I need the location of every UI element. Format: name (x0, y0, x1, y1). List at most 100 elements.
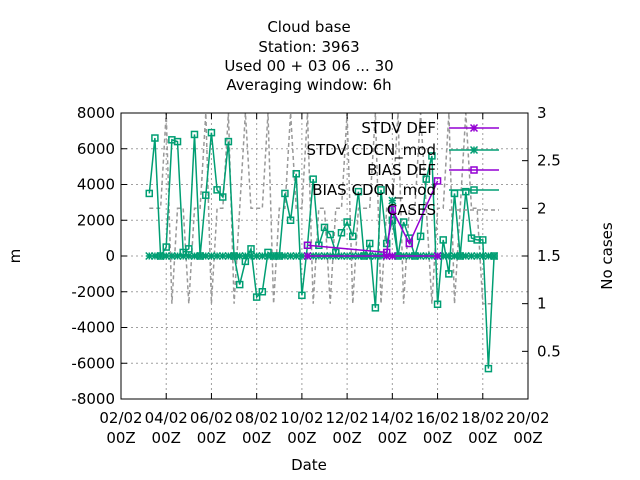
data-point-bias-cdcn-mod (479, 236, 487, 244)
legend-marker (470, 186, 478, 194)
data-point-bias-cdcn-mod (484, 364, 493, 373)
data-point-bias-cdcn-mod (213, 186, 221, 194)
data-point-bias-cdcn-mod (445, 270, 453, 278)
data-point-bias-cdcn-mod (337, 229, 346, 237)
data-point-bias-cdcn-mod (196, 252, 204, 260)
data-point-bias-cdcn-mod (235, 280, 244, 289)
x-tick-label: 20/02 (506, 409, 549, 427)
data-point-bias-cdcn-mod (382, 239, 391, 248)
x-tick-label-hour: 00Z (152, 429, 181, 447)
y2-tick-label: 2 (537, 199, 547, 217)
legend-entry-stdv-def: STDV DEF (361, 119, 499, 137)
data-point-bias-cdcn-mod (247, 245, 255, 253)
data-point-bias-def (303, 241, 312, 250)
legend-label: BIAS DEF (367, 161, 436, 179)
data-point-bias-cdcn-mod (207, 128, 216, 137)
legend-marker (469, 145, 479, 155)
y2-tick-label: 0.5 (537, 342, 561, 360)
data-point-bias-cdcn-mod (365, 239, 374, 248)
data-point-bias-cdcn-mod (275, 252, 284, 260)
x-tick-label: 02/02 (99, 409, 142, 427)
data-point-bias-cdcn-mod (190, 130, 199, 139)
data-point-bias-cdcn-mod (320, 223, 329, 232)
x-tick-label-hour: 00Z (106, 429, 135, 447)
x-tick-label-hour: 00Z (242, 429, 271, 447)
data-point-bias-cdcn-mod (241, 257, 250, 266)
legend-marker (469, 123, 479, 133)
data-point-bias-cdcn-mod (462, 187, 470, 196)
x-tick-label: 04/02 (145, 409, 188, 427)
legend-label: CASES (387, 201, 436, 219)
y2-tick-label: 3 (537, 104, 547, 122)
series-bias-cdcn-mod (145, 128, 498, 373)
data-point-bias-cdcn-mod (258, 288, 267, 296)
data-point-bias-cdcn-mod (230, 252, 238, 260)
series-bias-def (303, 177, 442, 257)
x-tick-label: 08/02 (235, 409, 278, 427)
data-point-stdv-cdcn-mod (388, 196, 397, 205)
y-tick-label: 6000 (77, 140, 115, 158)
data-point-bias-cdcn-mod (422, 175, 430, 183)
x-tick-label: 14/02 (371, 409, 414, 427)
x-axis-label: Date (291, 456, 327, 474)
data-point-stdv-def (433, 251, 442, 261)
data-point-bias-def (382, 248, 391, 257)
data-point-bias-cdcn-mod (185, 245, 193, 253)
data-point-bias-def (433, 177, 442, 185)
data-point-bias-cdcn-mod (173, 137, 182, 146)
y-tick-label: 2000 (77, 211, 115, 229)
y2-tick-label: 1.5 (537, 247, 561, 265)
data-point-bias-cdcn-mod (377, 186, 385, 194)
x-tick-label-hour: 00Z (468, 429, 497, 447)
data-point-bias-def (405, 239, 414, 248)
x-tick-label-hour: 00Z (287, 429, 316, 447)
y-tick-label: 8000 (77, 104, 115, 122)
legend-label: STDV DEF (361, 119, 436, 137)
data-point-bias-cdcn-mod (490, 252, 498, 260)
x-tick-label: 18/02 (461, 409, 504, 427)
y-axis-label: m (6, 249, 24, 264)
data-point-bias-cdcn-mod (399, 218, 408, 226)
x-tick-label: 06/02 (190, 409, 233, 427)
data-point-bias-cdcn-mod (309, 175, 317, 183)
x-tick-label-hour: 00Z (197, 429, 226, 447)
series-layer (145, 112, 499, 373)
y-tick-label: -2000 (71, 283, 115, 301)
data-point-bias-cdcn-mod (315, 241, 323, 250)
data-point-bias-cdcn-mod (371, 304, 380, 312)
data-point-bias-cdcn-mod (202, 191, 210, 199)
y-tick-label: 0 (105, 247, 115, 265)
data-point-bias-cdcn-mod (219, 193, 227, 201)
data-point-bias-cdcn-mod (439, 236, 447, 244)
data-point-bias-cdcn-mod (456, 252, 464, 260)
y-tick-label: -4000 (71, 319, 115, 337)
data-point-bias-cdcn-mod (433, 300, 442, 309)
data-point-stdv-def (303, 251, 312, 261)
y-tick-label: -6000 (71, 354, 115, 372)
data-point-bias-cdcn-mod (252, 293, 261, 301)
x-tick-label-hour: 00Z (513, 429, 542, 447)
title-line-1: Cloud base (267, 18, 350, 36)
data-point-bias-cdcn-mod (354, 187, 363, 196)
legend-entry-bias-def: BIAS DEF (367, 161, 499, 179)
ticks: -8000 -6000 -4000 -2000 0 2000 4000 6000 8000 02/… (71, 104, 560, 447)
series-line-cases (149, 112, 495, 305)
series-line-bias-def (307, 180, 439, 254)
x-tick-label-hour: 00Z (423, 429, 452, 447)
data-point-bias-cdcn-mod (326, 230, 334, 239)
chart-title: Cloud base Station: 3963 Used 00 + 03 06… (224, 18, 393, 94)
title-line-2: Station: 3963 (258, 38, 359, 56)
legend-label: STDV CDCN_mod (306, 141, 436, 160)
x-tick-label: 10/02 (280, 409, 323, 427)
x-tick-label: 16/02 (416, 409, 459, 427)
data-point-bias-cdcn-mod (298, 291, 306, 300)
data-point-bias-cdcn-mod (343, 218, 351, 226)
y2-tick-label: 1 (537, 295, 547, 313)
data-point-bias-cdcn-mod (428, 152, 436, 160)
data-point-bias-cdcn-mod (416, 232, 425, 241)
x-tick-label-hour: 00Z (332, 429, 361, 447)
data-point-bias-cdcn-mod (292, 170, 300, 178)
data-point-bias-cdcn-mod (156, 252, 165, 260)
